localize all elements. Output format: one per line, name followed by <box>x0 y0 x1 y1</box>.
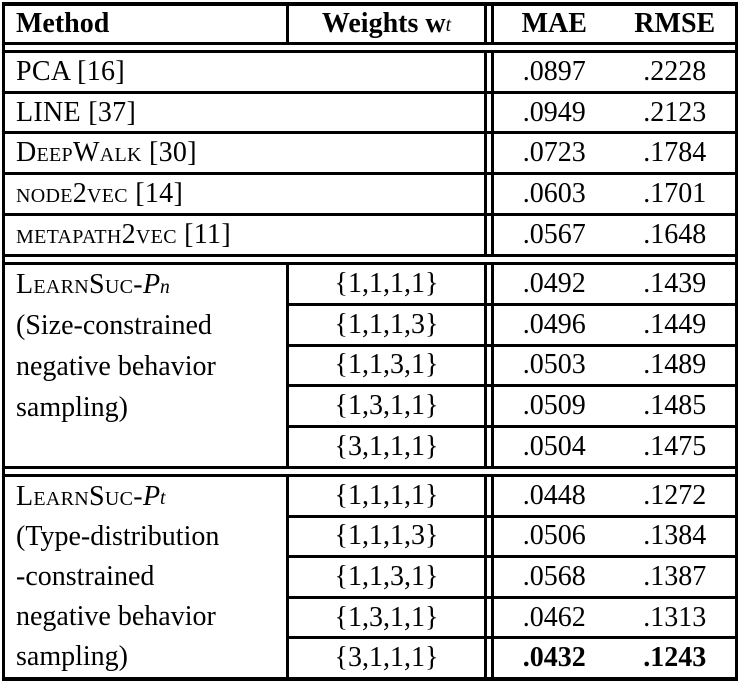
mae-value: .0949 <box>522 96 586 128</box>
metrics-cell-best: .0432 .1243 <box>491 639 735 677</box>
table-row: metapath2vec [11] .0567 .1648 <box>5 213 735 254</box>
table-row: {1,1,3,1} .0568 .1387 <box>289 555 735 596</box>
table-row: PCA [16] .0897 .2228 <box>5 52 735 91</box>
method-cell: DeepWalk [30] <box>5 134 487 173</box>
metrics-cell: .0492 .1439 <box>491 264 735 303</box>
rmse-value: .2228 <box>643 55 707 87</box>
rmse-value: .1485 <box>643 390 707 422</box>
rmse-value: .1439 <box>643 267 707 299</box>
metrics-cell: .0506 .1384 <box>491 517 735 556</box>
rmse-value: .1449 <box>643 308 707 340</box>
weights-cell: {1,1,1,3} <box>289 517 487 556</box>
group-description-line: sampling) <box>16 392 128 424</box>
metrics-cell: .0723 .1784 <box>491 134 735 173</box>
weights-cell: {3,1,1,1} <box>289 639 487 677</box>
table-row: LINE [37] .0949 .2123 <box>5 90 735 132</box>
weights-cell: {1,1,3,1} <box>289 558 487 596</box>
metrics-cell: .0567 .1648 <box>491 216 735 254</box>
mae-value: .0509 <box>522 390 586 422</box>
mae-value: .0897 <box>522 55 586 87</box>
method-cell: metapath2vec [11] <box>5 216 487 254</box>
group-description-line: negative behavior <box>16 601 216 633</box>
mae-value: .0567 <box>522 219 586 251</box>
rmse-value: .1387 <box>643 561 707 592</box>
rmse-value: .1489 <box>643 349 707 381</box>
rmse-value: .2123 <box>643 96 707 128</box>
weights-header-label: Weights w <box>321 7 446 39</box>
metrics-cell: .0509 .1485 <box>491 387 735 426</box>
mae-value: .0462 <box>522 601 586 633</box>
rmse-value: .1313 <box>643 601 707 633</box>
table-row: {1,3,1,1} .0509 .1485 <box>289 384 735 426</box>
table-row: {1,3,1,1} .0462 .1313 <box>289 595 735 637</box>
table-row: node2vec [14] .0603 .1701 <box>5 172 735 214</box>
group-description-line: (Size-constrained <box>16 310 212 342</box>
mae-value: .0496 <box>522 308 586 340</box>
mae-column-header: MAE <box>521 7 587 39</box>
table-row: {1,1,1,1} .0448 .1272 <box>289 477 735 515</box>
rmse-value: .1272 <box>643 479 707 511</box>
weights-cell: {1,3,1,1} <box>289 387 487 426</box>
weights-cell: {1,1,1,3} <box>289 305 487 344</box>
group-description-line: (Type-distribution <box>16 521 220 553</box>
metrics-cell: .0496 .1449 <box>491 305 735 344</box>
group-description-line: negative behavior <box>16 351 216 383</box>
weights-cell: {1,1,1,1} <box>289 264 487 303</box>
mae-value: .0504 <box>522 431 586 463</box>
mae-value: .0432 <box>522 642 586 674</box>
mae-value: .0506 <box>522 520 586 552</box>
table-row: {3,1,1,1} .0504 .1475 <box>289 425 735 467</box>
method-cell: node2vec [14] <box>5 175 487 214</box>
method-cell: LINE [37] <box>5 93 487 132</box>
weights-cell: {1,1,1,1} <box>289 477 487 515</box>
metrics-cell: .0568 .1387 <box>491 558 735 596</box>
rmse-value: .1648 <box>643 219 707 251</box>
rmse-value: .1243 <box>643 642 707 674</box>
rmse-value: .1475 <box>643 431 707 463</box>
mae-value: .0603 <box>522 178 586 210</box>
metrics-cell: .0448 .1272 <box>491 477 735 515</box>
method-column-header: Method <box>5 6 289 42</box>
baselines-section: PCA [16] .0897 .2228 LINE [37] .0949 .2123… <box>5 49 735 257</box>
metrics-cell: .0462 .1313 <box>491 598 735 637</box>
table-row-best: {3,1,1,1} .0432 .1243 <box>289 636 735 677</box>
method-cell: PCA [16] <box>5 52 487 91</box>
metrics-cell: .0897 .2228 <box>491 52 735 91</box>
metrics-cell: .0949 .2123 <box>491 93 735 132</box>
metrics-cell: .0504 .1475 <box>491 428 735 467</box>
table-row: {1,1,1,3} .0506 .1384 <box>289 514 735 556</box>
rmse-column-header: RMSE <box>634 7 716 39</box>
mae-value: .0448 <box>522 479 586 511</box>
mae-value: .0568 <box>522 561 586 592</box>
rmse-value: .1784 <box>643 137 707 169</box>
mae-value: .0503 <box>522 349 586 381</box>
weights-cell: {3,1,1,1} <box>289 428 487 467</box>
table-row: DeepWalk [30] .0723 .1784 <box>5 131 735 173</box>
group-description-line: sampling) <box>16 641 128 673</box>
table-row: {1,1,1,1} .0492 .1439 <box>289 264 735 303</box>
group-description-line: -constrained <box>16 561 155 593</box>
table-row: {1,1,1,3} .0496 .1449 <box>289 302 735 344</box>
rmse-value: .1384 <box>643 520 707 552</box>
weights-cell: {1,3,1,1} <box>289 598 487 637</box>
table-row: {1,1,3,1} .0503 .1489 <box>289 343 735 385</box>
mae-value: .0492 <box>522 267 586 299</box>
metrics-cell: .0603 .1701 <box>491 175 735 214</box>
metrics-cell: .0503 .1489 <box>491 346 735 385</box>
weights-cell: {1,1,3,1} <box>289 346 487 385</box>
metrics-column-header: MAE RMSE <box>491 6 735 42</box>
rmse-value: .1701 <box>643 178 707 210</box>
mae-value: .0723 <box>522 137 586 169</box>
